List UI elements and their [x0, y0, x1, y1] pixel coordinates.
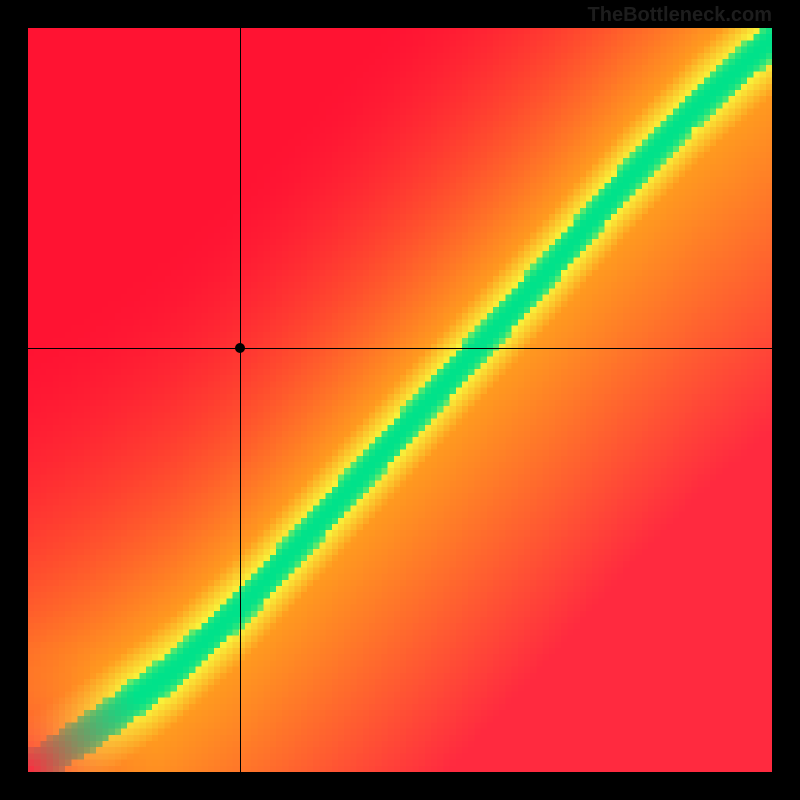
crosshair-horizontal: [28, 348, 772, 349]
chart-container: TheBottleneck.com: [0, 0, 800, 800]
crosshair-vertical: [240, 28, 241, 772]
watermark-text: TheBottleneck.com: [588, 4, 772, 27]
plot-area: [28, 28, 772, 772]
heatmap-canvas: [28, 28, 772, 772]
marker-dot: [235, 343, 245, 353]
